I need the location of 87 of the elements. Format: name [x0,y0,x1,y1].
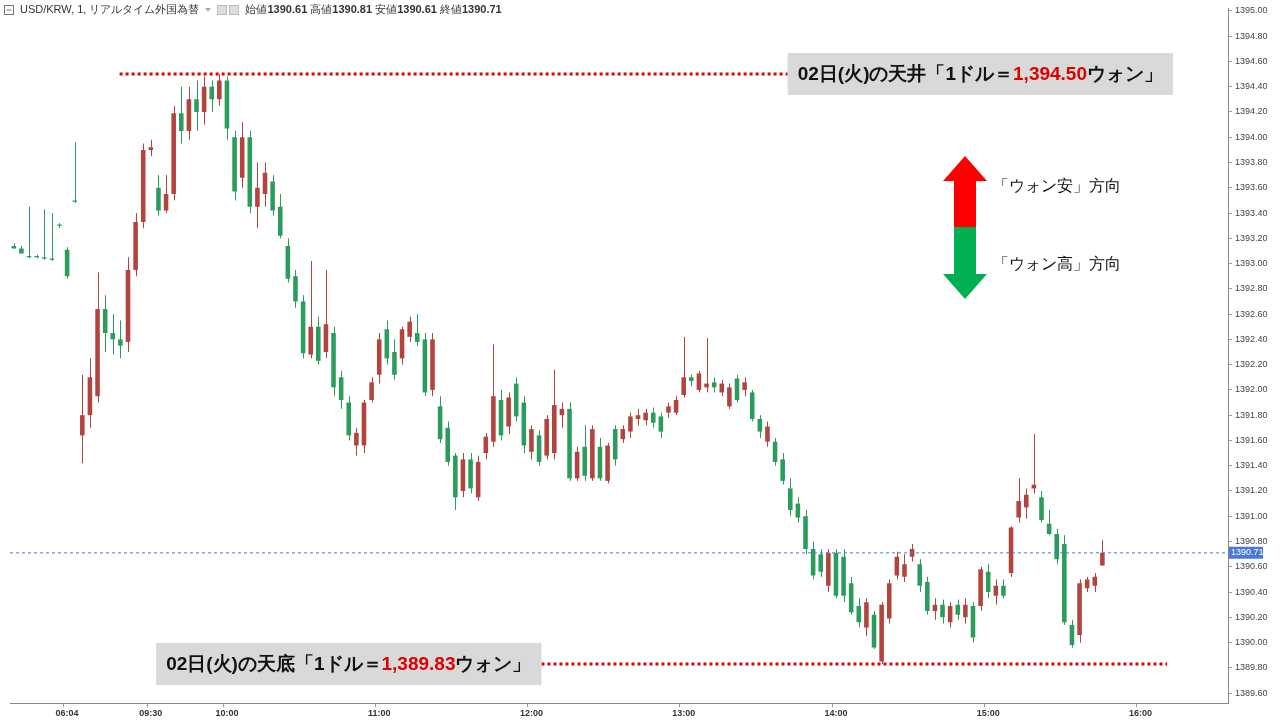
y-tick-label: 1392.20 [1235,359,1268,370]
candlestick [757,414,763,439]
y-tick-label: 1391.00 [1235,510,1268,521]
candlestick [780,452,785,486]
x-tick-label: 09:30 [139,708,163,719]
candlestick [902,553,907,583]
y-tick-label: 1390.20 [1235,611,1268,622]
y-tick-label: 1393.20 [1235,232,1268,243]
y-tick-label: 1390.80 [1235,535,1268,546]
candlestick [788,477,793,517]
x-tick-label: 10:00 [215,708,239,719]
y-tick-label: 1391.20 [1235,485,1268,496]
x-tick-label: 12:00 [519,708,543,719]
candlestick [681,336,686,398]
ref-line-label: 1390.71 [1231,547,1264,558]
y-tick-label: 1394.20 [1235,106,1268,117]
candlestick [209,79,215,113]
x-tick-label: 15:00 [976,708,1000,719]
candlestick [1001,578,1006,599]
y-tick-label: 1391.60 [1235,434,1268,445]
candlestick [163,174,169,214]
candlestick [414,313,420,347]
candlestick [217,73,222,107]
candlestick [1039,490,1044,524]
chart-title: USD/KRW, 1, リアルタイム外国為替 [20,2,200,17]
y-tick-label: 1392.80 [1235,283,1268,294]
y-tick-label: 1394.00 [1235,131,1268,142]
y-tick-label: 1389.60 [1235,687,1268,698]
candlestick [407,316,412,343]
y-tick-label: 1392.00 [1235,384,1268,395]
candlestick [940,599,945,625]
x-tick-label: 11:00 [367,708,391,719]
candlestick [650,407,656,429]
x-tick-label: 13:00 [672,708,696,719]
candlestick [963,597,968,625]
candlestick [156,174,161,217]
candlestick [696,370,702,393]
annotation: 「ウォン安」方向 [993,176,1121,196]
candlestick [179,86,184,145]
candlestick [194,79,199,132]
y-tick-label: 1393.60 [1235,182,1268,193]
candlestick [1023,487,1029,520]
candlestick [1100,539,1105,566]
candlestick [354,427,359,457]
candlestick [80,374,85,464]
candlestick [1016,477,1021,524]
annotation: 「ウォン高」方向 [993,254,1121,274]
y-tick-label: 1390.40 [1235,586,1268,597]
x-tick-label: 06:04 [55,708,79,719]
candlestick [118,319,123,359]
y-tick-label: 1390.60 [1235,561,1268,572]
candlestick [742,376,747,397]
y-tick-label: 1394.60 [1235,55,1268,66]
ref-line-label: 02日(火)の天井「1ドル＝1,394.50ウォン」 [797,63,1163,85]
x-tick-label: 16:00 [1128,708,1152,719]
y-tick-label: 1391.80 [1235,409,1268,420]
candlestick [41,208,47,261]
candlestick [483,432,489,460]
candlestick [727,383,732,410]
y-tick-label: 1393.80 [1235,157,1268,167]
candlestick [529,424,534,460]
y-tick-label: 1395.00 [1235,5,1268,16]
candlestick [818,548,824,578]
y-tick-label: 1392.60 [1235,308,1268,319]
candlestick [110,313,116,356]
chart-subtitle: 始値1390.61 高値1390.81 安値1390.61 終値1390.71 [245,3,502,15]
candlestick [255,162,260,229]
x-tick-label: 14:00 [824,708,848,719]
candlestick [628,412,633,439]
y-tick-label: 1391.40 [1235,460,1268,471]
candlestick [1092,572,1098,593]
candlestick [917,558,922,593]
y-tick-label: 1390.00 [1235,637,1268,648]
candlestick [765,420,770,448]
candlestick [955,599,961,621]
candlestick [673,395,679,416]
y-tick-label: 1393.00 [1235,258,1268,269]
candlestick [658,412,664,439]
candlestick [72,141,77,204]
y-tick-label: 1394.40 [1235,81,1268,92]
candlestick [369,376,374,404]
candlestick [392,338,397,381]
y-tick-label: 1392.40 [1235,333,1268,344]
y-tick-label: 1393.40 [1235,207,1268,218]
ref-line-label: 02日(火)の天底「1ドル＝1,389.83ウォン」 [166,653,532,675]
y-tick-label: 1389.80 [1235,662,1268,673]
y-tick-label: 1394.80 [1235,30,1268,41]
